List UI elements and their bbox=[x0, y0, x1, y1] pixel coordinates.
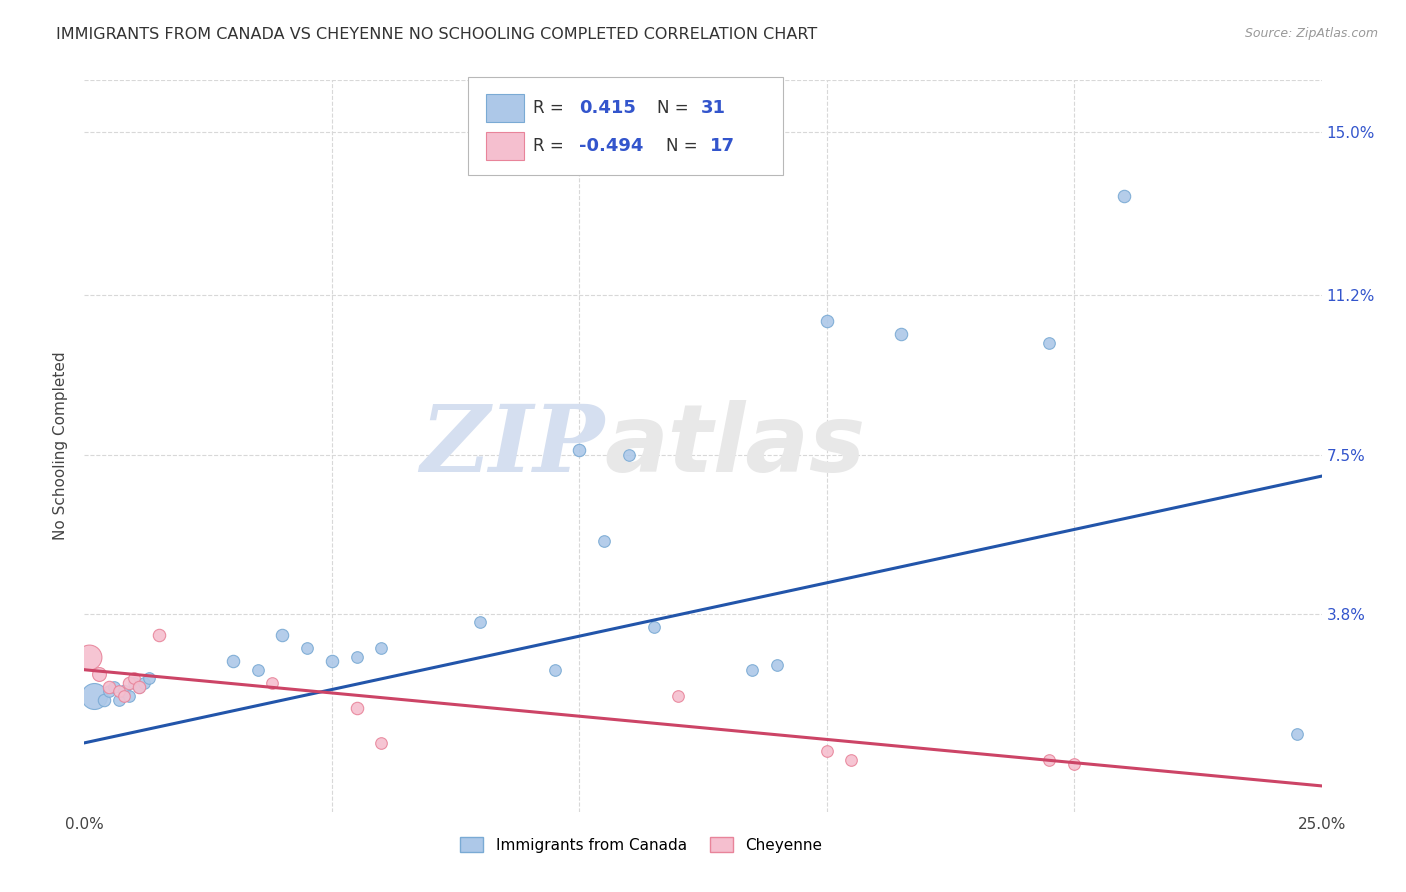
Point bbox=[132, 675, 155, 690]
Text: atlas: atlas bbox=[605, 400, 865, 492]
Point bbox=[1038, 335, 1060, 350]
Point bbox=[83, 689, 105, 703]
Point bbox=[112, 684, 135, 698]
Point bbox=[79, 649, 101, 664]
Point bbox=[321, 654, 343, 668]
Point bbox=[103, 680, 125, 694]
FancyBboxPatch shape bbox=[486, 132, 523, 160]
Point bbox=[666, 689, 689, 703]
Point bbox=[593, 533, 616, 548]
Point bbox=[108, 693, 131, 707]
Point bbox=[568, 443, 591, 458]
Point bbox=[246, 663, 269, 677]
Text: 0.415: 0.415 bbox=[579, 99, 636, 117]
Point bbox=[346, 649, 368, 664]
Text: Source: ZipAtlas.com: Source: ZipAtlas.com bbox=[1244, 27, 1378, 40]
Point bbox=[815, 314, 838, 328]
Point bbox=[370, 736, 392, 750]
Text: IMMIGRANTS FROM CANADA VS CHEYENNE NO SCHOOLING COMPLETED CORRELATION CHART: IMMIGRANTS FROM CANADA VS CHEYENNE NO SC… bbox=[56, 27, 817, 42]
Point bbox=[543, 663, 565, 677]
Text: 31: 31 bbox=[700, 99, 725, 117]
Point bbox=[89, 667, 111, 681]
Point bbox=[122, 671, 145, 685]
Point bbox=[128, 680, 150, 694]
Point bbox=[890, 327, 912, 342]
Point bbox=[108, 684, 131, 698]
Point bbox=[841, 753, 863, 767]
Point bbox=[766, 658, 789, 673]
Point bbox=[1063, 757, 1085, 772]
Text: -0.494: -0.494 bbox=[579, 137, 644, 155]
FancyBboxPatch shape bbox=[486, 95, 523, 122]
Point bbox=[93, 693, 115, 707]
Point bbox=[118, 675, 141, 690]
Text: 17: 17 bbox=[710, 137, 735, 155]
Point bbox=[118, 689, 141, 703]
Point bbox=[222, 654, 245, 668]
Point bbox=[1285, 727, 1308, 741]
Text: ZIP: ZIP bbox=[420, 401, 605, 491]
Legend: Immigrants from Canada, Cheyenne: Immigrants from Canada, Cheyenne bbox=[454, 831, 828, 859]
Point bbox=[370, 641, 392, 656]
Point bbox=[112, 689, 135, 703]
Point bbox=[617, 448, 640, 462]
Text: R =: R = bbox=[533, 99, 569, 117]
Point bbox=[1038, 753, 1060, 767]
Text: N =: N = bbox=[657, 99, 695, 117]
Point bbox=[295, 641, 318, 656]
Text: N =: N = bbox=[666, 137, 703, 155]
Text: R =: R = bbox=[533, 137, 569, 155]
Point bbox=[138, 671, 160, 685]
Point bbox=[128, 680, 150, 694]
Point bbox=[148, 628, 170, 642]
Point bbox=[122, 675, 145, 690]
Point bbox=[741, 663, 763, 677]
Point bbox=[271, 628, 294, 642]
Point bbox=[262, 675, 284, 690]
Point bbox=[643, 620, 665, 634]
FancyBboxPatch shape bbox=[468, 77, 783, 176]
Point bbox=[815, 744, 838, 758]
Point bbox=[98, 684, 121, 698]
Point bbox=[346, 701, 368, 715]
Point bbox=[98, 680, 121, 694]
Point bbox=[1112, 189, 1135, 203]
Point bbox=[470, 615, 492, 630]
Y-axis label: No Schooling Completed: No Schooling Completed bbox=[53, 351, 69, 541]
